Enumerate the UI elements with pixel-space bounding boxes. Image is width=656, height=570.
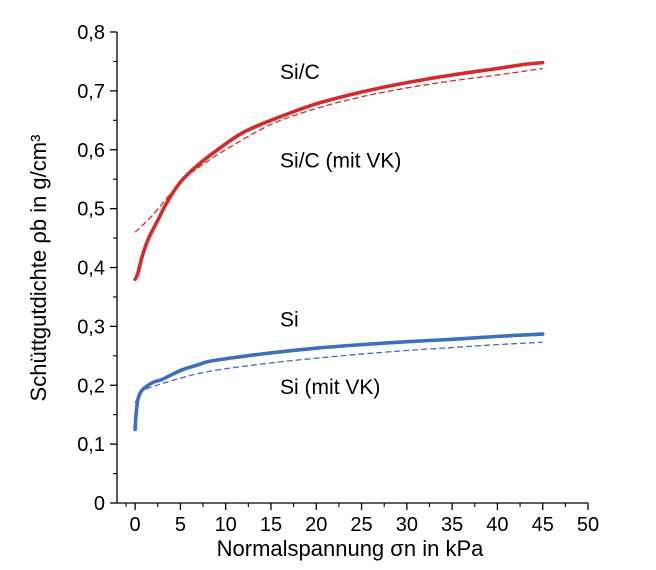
y-tick-label: 0 <box>94 493 105 515</box>
x-tick-label: 10 <box>215 514 237 536</box>
y-tick-label: 0,6 <box>77 140 105 162</box>
y-tick-label: 0,4 <box>77 258 105 280</box>
series-label: Si <box>280 308 299 331</box>
x-tick-label: 30 <box>396 514 418 536</box>
series-label: Si (mit VK) <box>280 376 380 399</box>
x-tick-label: 0 <box>130 514 141 536</box>
series-line-si-c-mit-vk <box>134 67 543 233</box>
series-line-si-mit-vk <box>134 341 543 404</box>
y-tick-label: 0,5 <box>77 199 105 221</box>
y-tick-label: 0,1 <box>77 434 105 456</box>
y-tick-label: 0,8 <box>77 22 105 44</box>
x-tick-label: 15 <box>260 514 282 536</box>
x-tick-label: 20 <box>305 514 327 536</box>
x-tick-label: 35 <box>441 514 463 536</box>
series-line-si-c <box>133 60 545 282</box>
y-axis-label: Schüttgutdichte ρb in g/cm³ <box>26 135 51 402</box>
y-tick-label: 0,7 <box>77 81 105 103</box>
x-tick-label: 40 <box>486 514 508 536</box>
x-tick-label: 45 <box>532 514 554 536</box>
y-tick-label: 0,3 <box>77 316 105 338</box>
series-label: Si/C <box>280 61 320 84</box>
x-tick-label: 50 <box>577 514 599 536</box>
y-tick-label: 0,2 <box>77 375 105 397</box>
series-label: Si/C (mit VK) <box>280 149 401 172</box>
x-axis-label: Normalspannung σn in kPa <box>217 536 484 561</box>
x-tick-label: 5 <box>175 514 186 536</box>
x-tick-label: 25 <box>350 514 372 536</box>
